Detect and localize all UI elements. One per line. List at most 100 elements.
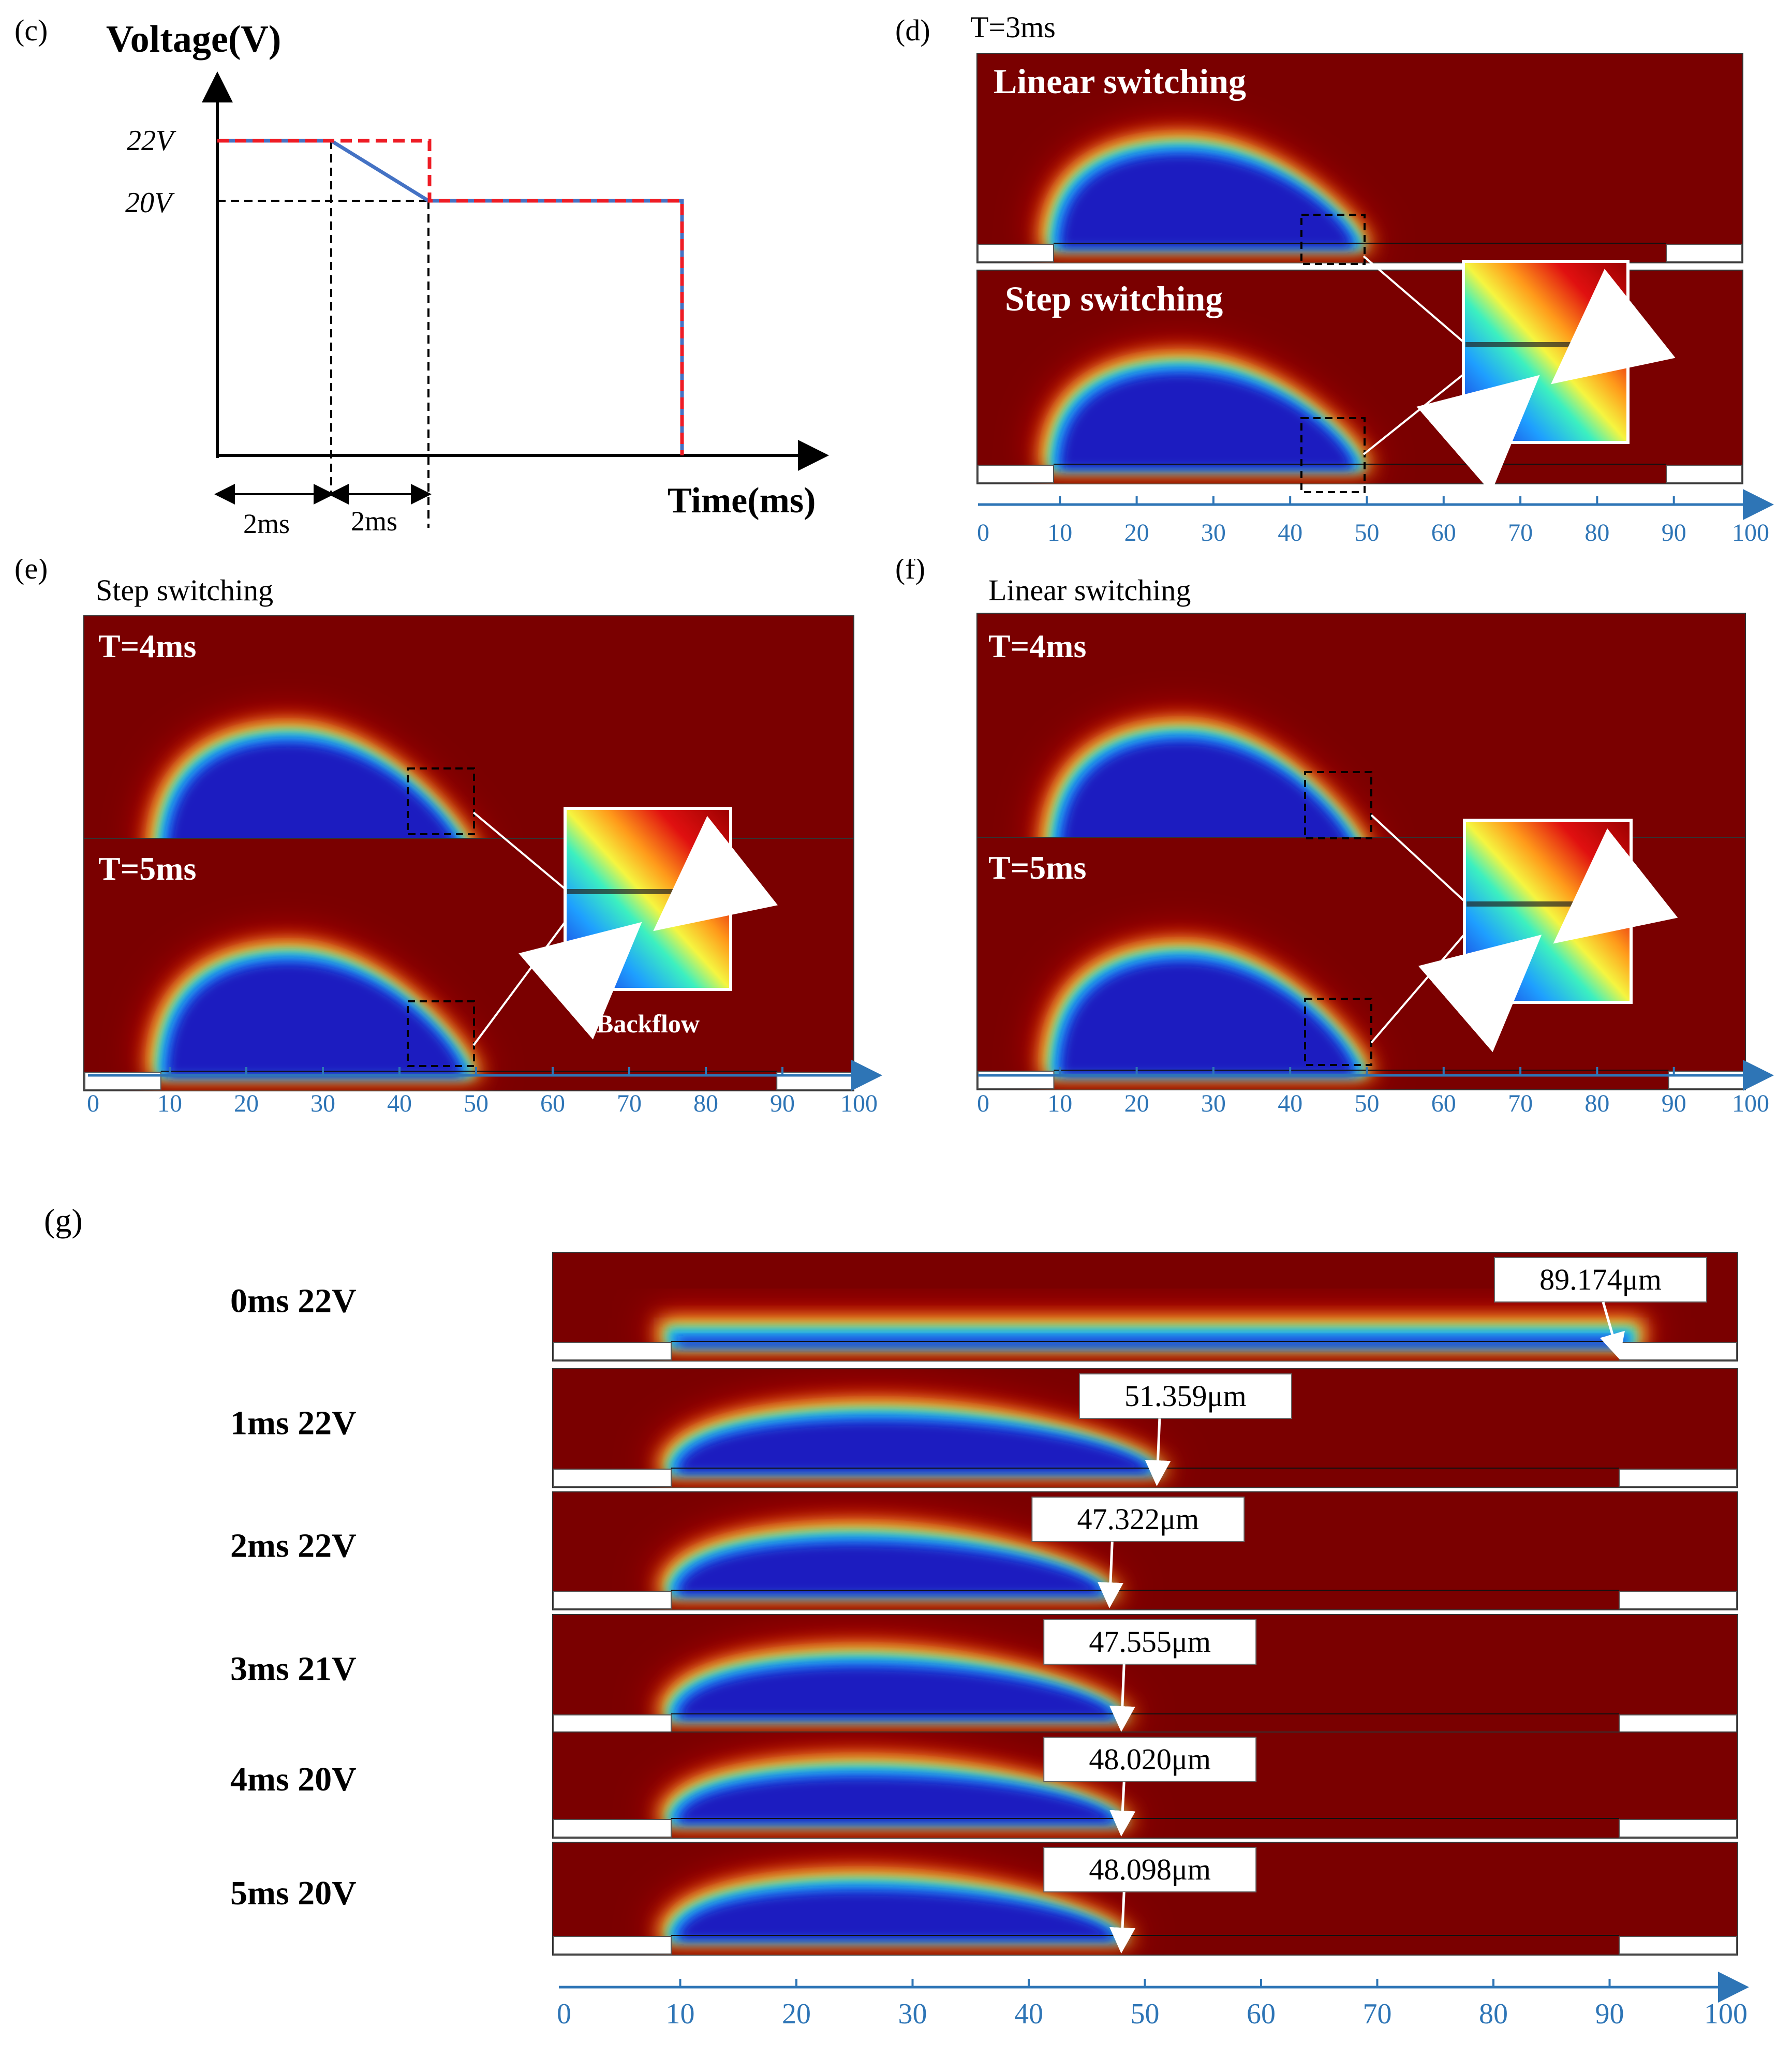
measurement-value: 48.098μm [1089, 1853, 1211, 1886]
row-label: 0ms 22V [230, 1282, 357, 1320]
tick-label: 80 [1479, 1998, 1508, 2030]
measurement-box [1043, 1619, 1257, 1665]
step-switching-trace [217, 139, 684, 455]
tick-label: 20 [1124, 1090, 1149, 1117]
sim-row: 3ms 21V 47.555μm [230, 1614, 1738, 1734]
measurement-box [1078, 1373, 1292, 1419]
panel-f-mode: Linear switching [988, 573, 1191, 607]
tick-label: 40 [387, 1090, 412, 1117]
tick-label: 70 [1508, 519, 1533, 546]
panel-f-figure: (f) Linear switching 0 10 20 30 40 50 60 70 80 90… [895, 552, 1774, 1117]
tick-label: 100 [840, 1090, 878, 1117]
electrode-left [978, 1071, 1055, 1089]
tick-label: 30 [1201, 519, 1226, 546]
flow-arrow [519, 922, 642, 1040]
panel-d: (d) T=3ms 0 10 20 30 40 50 60 70 80 90 100 Linear … [880, 0, 1792, 559]
flow-arrow [1553, 828, 1678, 944]
flow-arrow [1418, 935, 1542, 1053]
tick-label: 70 [617, 1090, 642, 1117]
electrode-left [553, 1342, 672, 1360]
row-label: 3ms 21V [230, 1650, 357, 1688]
row-label: 2ms 22V [230, 1527, 357, 1564]
tick-label: 100 [1732, 519, 1769, 546]
panel-f: (f) Linear switching 0 10 20 30 40 50 60 70 80 90… [880, 552, 1792, 1149]
v-low-label: 20V [125, 187, 175, 219]
backflow-label: Backflow [596, 1009, 700, 1038]
step-switching-title: Step switching [1005, 279, 1223, 318]
tick-label: 60 [1247, 1998, 1276, 2030]
panel-e-figure: (e) Step switching 0 10 20 30 40 50 60 70 80 90 10… [14, 552, 882, 1117]
tick-label: 50 [1131, 1998, 1160, 2030]
measurement-value: 89.174μm [1539, 1263, 1662, 1296]
electrode-left [553, 1469, 672, 1487]
panel-e-label: (e) [14, 559, 48, 585]
panel-e-mode: Step switching [96, 573, 273, 607]
flow-arrow [653, 816, 778, 931]
linear-switching-trace [217, 139, 684, 455]
electrode-left [978, 465, 1054, 483]
row-label: 1ms 22V [230, 1404, 357, 1442]
tick-label: 30 [1201, 1090, 1226, 1117]
panel-e-t1: T=4ms [98, 628, 196, 664]
tick-label: 80 [1584, 519, 1609, 546]
tick-label: 10 [666, 1998, 695, 2030]
tick-label: 30 [898, 1998, 927, 2030]
tick-label: 100 [1704, 1998, 1747, 2030]
measurement-box [1031, 1497, 1245, 1542]
panel-c-label: (c) [14, 13, 48, 47]
tick-label: 50 [464, 1090, 488, 1117]
tick-label: 90 [1662, 1090, 1686, 1117]
tick-label: 90 [770, 1090, 795, 1117]
sim-row: 1ms 22V 51.359μm [230, 1368, 1738, 1488]
droplet-sim [552, 1368, 1738, 1488]
panel-f-t2: T=5ms [988, 849, 1086, 886]
tick-label: 10 [1047, 1090, 1072, 1117]
panel-g: (g) 0ms 22V 89.174μm 1ms 22V 51.359μm 2ms 22… [0, 1149, 1792, 2069]
electrode-right [1619, 1469, 1737, 1487]
tick-label: 0 [87, 1090, 99, 1117]
zoom-box [1304, 771, 1372, 839]
panel-e-t2: T=5ms [98, 850, 196, 887]
tick-label: 90 [1595, 1998, 1624, 2030]
y-axis-title: Voltage(V) [106, 18, 281, 61]
zoom-inset [472, 807, 778, 1046]
electrode-left [978, 244, 1054, 262]
zoom-box [407, 1000, 475, 1067]
zoom-box [1300, 417, 1366, 493]
tick-label: 50 [1355, 1090, 1380, 1117]
duration-2-label: 2ms [351, 506, 397, 537]
tick-label: 20 [782, 1998, 811, 2030]
sim-row: 5ms 20V 48.098μm [230, 1842, 1738, 1956]
tick-label: 60 [1431, 519, 1456, 546]
electrode-left [553, 1714, 672, 1733]
v-high-label: 22V [127, 125, 176, 157]
tick-label: 0 [977, 1090, 989, 1117]
duration-1-label: 2ms [243, 508, 290, 539]
tick-label: 10 [157, 1090, 182, 1117]
electrode-right [1668, 1071, 1745, 1089]
row-label: 4ms 20V [230, 1760, 357, 1798]
measurement-arrow [1109, 1891, 1136, 1953]
tick-label: 40 [1278, 1090, 1302, 1117]
measurement-arrow [1600, 1301, 1625, 1359]
electrode-right [1619, 1714, 1737, 1733]
tick-label: 70 [1508, 1090, 1533, 1117]
voltage-chart: (c) Voltage(V) Time(ms) 22V 20V 2ms 2ms [14, 13, 829, 539]
zoom-box [1300, 214, 1366, 265]
panel-e: (e) Step switching 0 10 20 30 40 50 60 70 80 90 10… [0, 552, 890, 1149]
measurement-arrow [1109, 1781, 1136, 1837]
tick-label: 80 [1584, 1090, 1609, 1117]
panel-d-figure: (d) T=3ms 0 10 20 30 40 50 60 70 80 90 100 Linear … [895, 10, 1774, 546]
tick-label: 10 [1047, 519, 1072, 546]
electrode-right [1666, 465, 1742, 483]
sim-row: 0ms 22V 89.174μm [230, 1252, 1738, 1361]
measurement-box [1494, 1257, 1707, 1303]
panel-d-time: T=3ms [970, 10, 1056, 44]
tick-label: 0 [977, 519, 989, 546]
panel-f-label: (f) [895, 559, 925, 585]
tick-label: 60 [1431, 1090, 1456, 1117]
panel-g-label: (g) [44, 1202, 83, 1239]
zoom-inset [1370, 814, 1678, 1053]
zoom-box [407, 767, 475, 835]
sim-row: 4ms 20V 48.020μm [230, 1731, 1738, 1839]
